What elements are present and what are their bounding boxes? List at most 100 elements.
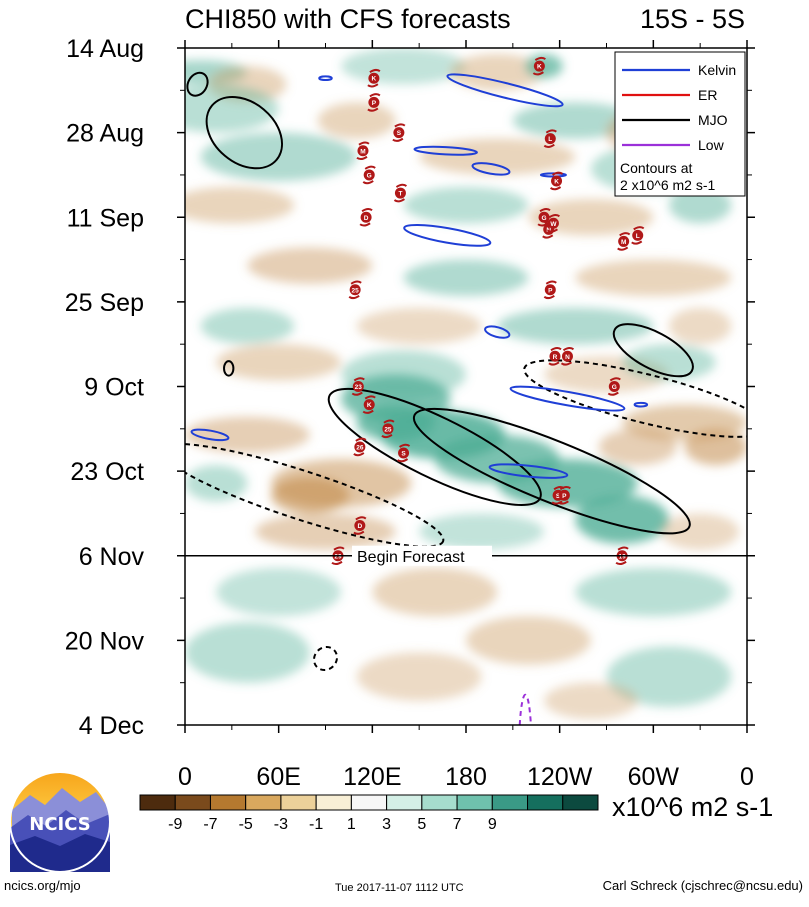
field-blob xyxy=(403,187,529,224)
kelvin-contour xyxy=(403,223,492,247)
y-tick-label: 20 Nov xyxy=(65,627,145,655)
storm-swirl xyxy=(546,214,561,233)
storm-swirl xyxy=(351,377,365,396)
colorbar-label: 1 xyxy=(347,816,356,833)
storm-dot xyxy=(538,211,550,223)
storm-marker: M xyxy=(617,232,631,251)
x-tick-label: 60E xyxy=(256,763,300,791)
storm-marker: M xyxy=(356,141,370,161)
storm-label: R xyxy=(553,354,558,361)
legend: Kelvin ER MJO Low Contours at 2 x10^6 m2 s-… xyxy=(614,51,746,197)
legend-box xyxy=(614,51,746,197)
storm-label: P xyxy=(562,493,567,500)
storm-swirl xyxy=(392,123,406,142)
storm-label: W xyxy=(550,221,557,228)
storm-label: D xyxy=(357,523,362,530)
storm-dot xyxy=(544,133,556,145)
colorbar-label: -7 xyxy=(203,816,217,833)
y-tick-label: 14 Aug xyxy=(66,35,144,63)
field-blob xyxy=(684,428,747,466)
field-blob xyxy=(216,344,342,381)
storm-label: M xyxy=(360,148,365,155)
field-blob xyxy=(270,477,349,514)
field-blob xyxy=(419,138,576,175)
legend-note-line1: Contours at xyxy=(620,160,692,176)
low-contour xyxy=(518,693,532,725)
storm-label: 29 xyxy=(334,553,342,560)
storm-label: G xyxy=(612,384,617,391)
field-blob xyxy=(450,54,545,91)
field-blob xyxy=(247,247,373,284)
colorbar-swatch xyxy=(280,794,317,811)
forecast-label-bg xyxy=(352,545,492,566)
storm-label: 25 xyxy=(384,426,392,433)
colorbar-swatch xyxy=(386,794,423,811)
axis-ticks: 14 Aug 28 Aug 11 Sep 25 Sep 9 Oct 23 Oct 6 Nov… xyxy=(65,35,755,791)
storm-swirl xyxy=(615,546,629,566)
kelvin-contour xyxy=(633,401,649,408)
footer-center: Tue 2017-11-07 1112 UTC xyxy=(335,882,464,894)
storm-dot xyxy=(357,145,369,157)
kelvin-contour xyxy=(509,385,626,412)
mjo-contour xyxy=(223,360,235,377)
mjo-dashed-contour xyxy=(312,645,339,672)
storm-dot xyxy=(349,284,361,296)
field-blob xyxy=(356,307,482,345)
x-tick-label: 120W xyxy=(527,763,593,791)
field-blob xyxy=(575,495,669,544)
storm-swirl xyxy=(396,443,411,463)
field-blob xyxy=(575,259,732,296)
footer-left: ncics.org/mjo xyxy=(4,878,81,893)
colorbar-units: x10^6 m2 s-1 xyxy=(612,792,773,822)
field-blob xyxy=(216,567,342,617)
storm-label: S xyxy=(397,130,402,137)
kelvin-contour xyxy=(318,75,333,82)
kelvin-contour xyxy=(190,428,230,442)
storm-swirl xyxy=(543,129,557,148)
field-blob xyxy=(341,48,466,85)
storm-dot xyxy=(558,489,570,501)
storm-marker: 25 xyxy=(348,280,362,300)
storm-swirl xyxy=(331,546,345,566)
colorbar-label: 3 xyxy=(382,816,391,833)
field-blob xyxy=(185,84,279,133)
field-blob xyxy=(255,513,396,550)
colorbar-label: 5 xyxy=(417,816,426,833)
colorbar-swatch xyxy=(350,794,388,811)
storm-marker: G xyxy=(362,165,376,185)
storm-dot xyxy=(608,381,620,392)
y-tick-label: 28 Aug xyxy=(66,120,144,148)
mjo-contour xyxy=(612,323,694,378)
y-tick-label: 6 Nov xyxy=(79,543,145,571)
storm-swirl xyxy=(393,183,408,203)
storm-dot xyxy=(354,441,366,453)
colorbar-label: -9 xyxy=(168,816,182,833)
storm-marker: P xyxy=(543,280,557,300)
storm-swirl xyxy=(353,437,367,457)
storm-label: G xyxy=(367,172,372,179)
storm-marker: N xyxy=(560,347,575,366)
y-tick-label: 11 Sep xyxy=(67,204,144,232)
field-blob xyxy=(372,567,498,617)
storm-label: 23 xyxy=(355,384,363,391)
field-blob xyxy=(606,646,732,707)
storm-label: K xyxy=(372,76,377,83)
field-blob xyxy=(528,199,654,236)
colorbar-label: 7 xyxy=(453,816,462,833)
field-blob xyxy=(598,428,677,466)
storm-swirl xyxy=(607,377,621,396)
colorbar: -9 -7 -5 -3 -1 1 3 5 7 9 xyxy=(139,794,599,833)
storm-dot xyxy=(368,96,380,108)
storm-swirl xyxy=(560,347,575,366)
storm-swirl xyxy=(532,56,546,76)
kelvin-contour xyxy=(446,73,564,108)
x-tick-label: 180 xyxy=(445,763,487,791)
storm-marker: K xyxy=(532,56,546,76)
storm-marker: P xyxy=(557,486,571,505)
field-blob xyxy=(512,102,638,139)
storm-dot xyxy=(352,381,364,392)
storm-marker: L xyxy=(631,226,645,245)
kelvin-contour xyxy=(413,145,478,156)
chart-region: 15S - 5S xyxy=(640,4,745,34)
